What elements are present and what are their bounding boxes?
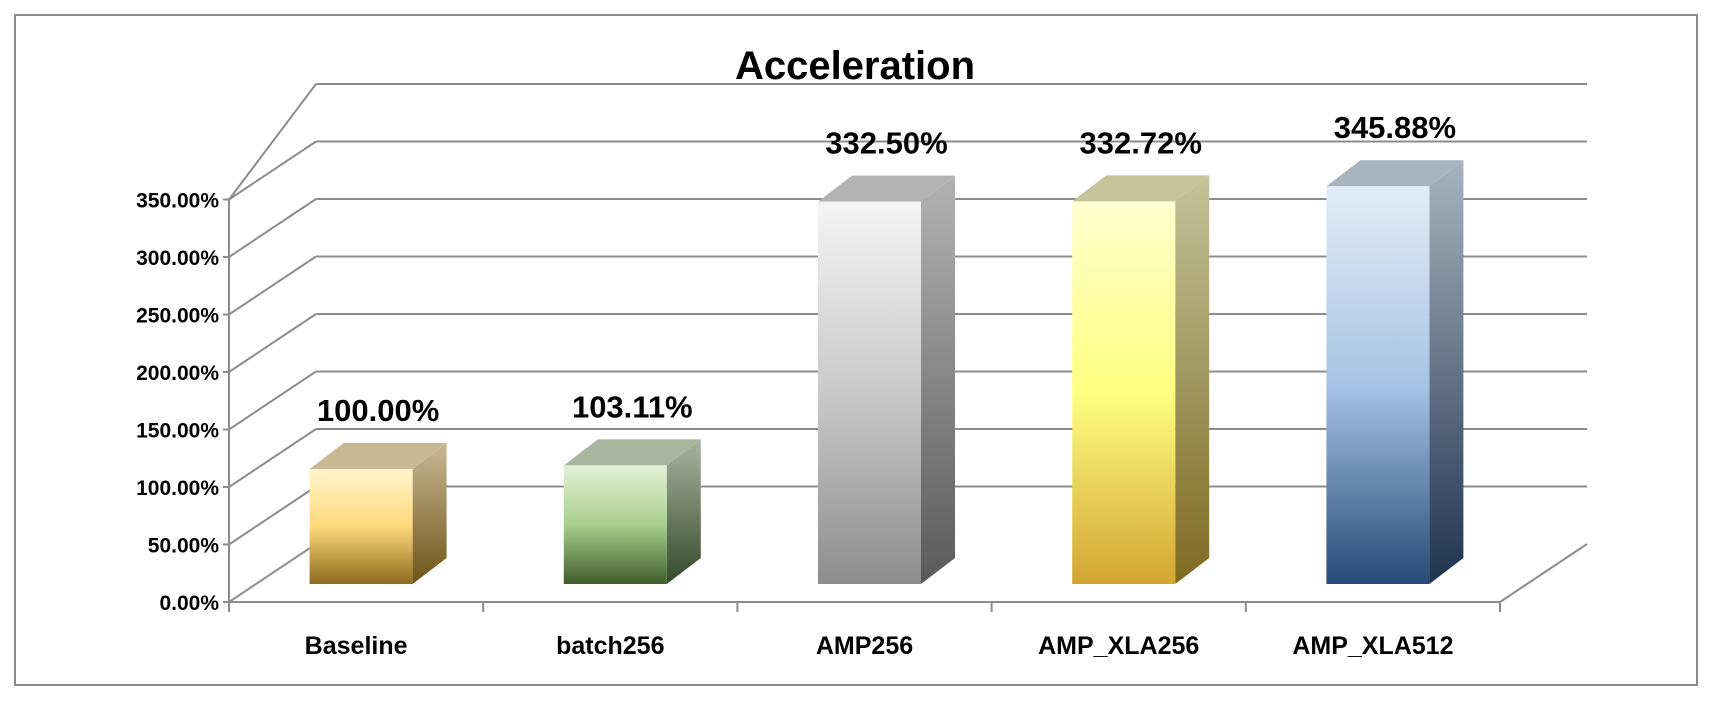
bar-front: [1326, 186, 1430, 584]
data-label: 332.72%: [1080, 125, 1202, 160]
data-labels: 100.00% 103.11% 332.50% 332.72% 345.88%: [317, 110, 1456, 428]
y-tick-label: 0.00%: [159, 592, 219, 615]
bar-side: [1429, 160, 1464, 584]
bar-front: [818, 201, 921, 584]
data-label: 332.50%: [825, 126, 947, 161]
bar-front: [309, 469, 413, 584]
bar-top: [309, 443, 447, 469]
bar-side: [666, 439, 701, 584]
bar-side: [412, 443, 447, 584]
floor-edge: [1499, 543, 1588, 603]
bars: [309, 160, 1464, 584]
bar-top: [1072, 175, 1210, 202]
y-tick-label: 250.00%: [136, 305, 219, 328]
bar-top: [1326, 160, 1464, 187]
y-tick-label: 300.00%: [136, 247, 219, 270]
x-tick-label: Baseline: [305, 632, 408, 660]
x-tick-label: AMP_XLA512: [1292, 632, 1453, 660]
x-tick-label: AMP_XLA256: [1038, 632, 1199, 660]
data-label: 100.00%: [317, 393, 439, 428]
side-gridline: [228, 83, 317, 201]
side-gridline: [228, 255, 317, 316]
bar-top: [563, 439, 701, 466]
side-gridline: [228, 370, 317, 431]
y-tick-label: 200.00%: [136, 362, 219, 385]
y-tick-label: 150.00%: [136, 420, 219, 443]
y-axis: 0.00% 50.00% 100.00% 150.00% 200.00% 250.00% 3…: [136, 190, 229, 615]
x-axis: Baseline batch256 AMP256 AMP_XLA256 AMP_XLA5…: [228, 602, 1501, 660]
side-gridline: [228, 140, 317, 201]
y-tick-label: 50.00%: [148, 535, 220, 558]
data-label: 103.11%: [572, 389, 693, 424]
bar-batch256: [563, 439, 701, 584]
side-gridline: [228, 485, 317, 546]
data-label: 345.88%: [1334, 110, 1456, 145]
bar-side: [1175, 175, 1210, 584]
y-tick-label: 100.00%: [136, 477, 219, 500]
floor-edge: [228, 543, 317, 603]
y-tick-label: 350.00%: [136, 190, 219, 213]
bar-side: [921, 175, 955, 584]
side-gridline: [228, 198, 317, 258]
side-gridline: [228, 428, 317, 488]
bar-front: [563, 465, 667, 584]
bar-AMP256: [818, 175, 955, 584]
bar-AMP_XLA256: [1072, 175, 1210, 584]
bar-Baseline: [309, 443, 447, 584]
x-tick-label: batch256: [556, 632, 664, 660]
bar-front: [1072, 201, 1176, 584]
side-gridline: [228, 313, 317, 373]
bar-top: [818, 175, 955, 202]
x-tick-label: AMP256: [816, 632, 913, 660]
bar-AMP_XLA512: [1326, 160, 1464, 584]
chart-title: Acceleration: [735, 44, 975, 88]
